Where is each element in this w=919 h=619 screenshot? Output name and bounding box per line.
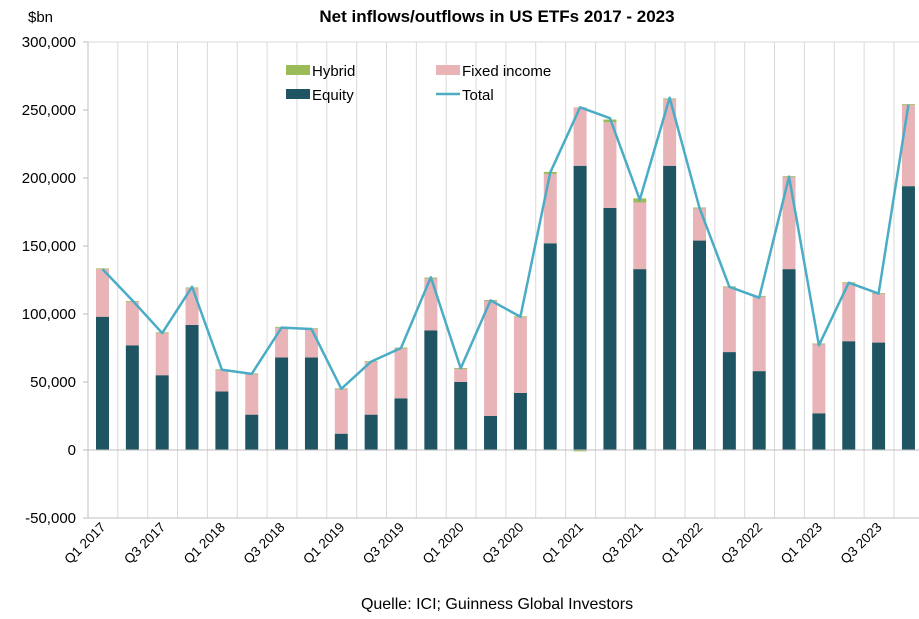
y-tick-label: 200,000 <box>22 170 76 187</box>
bar-equity-q2-2020 <box>484 416 498 450</box>
bar-equity-q2-2022 <box>722 352 736 450</box>
bar-fixed-income-q1-2017 <box>96 269 109 317</box>
legend-label: Equity <box>312 87 354 104</box>
legend-label: Fixed income <box>462 63 551 80</box>
bar-equity-q2-2019 <box>364 414 378 450</box>
bar-equity-q3-2022 <box>752 371 766 450</box>
bar-hybrid-q1-2021 <box>573 450 587 452</box>
y-tick-label: 50,000 <box>30 374 76 391</box>
bar-equity-q3-2023 <box>872 342 886 450</box>
bar-fixed-income-q2-2017 <box>125 301 139 346</box>
bar-equity-q2-2021 <box>603 207 617 450</box>
bar-fixed-income-q4-2019 <box>424 278 438 331</box>
bar-fixed-income-q1-2021 <box>573 107 587 166</box>
y-tick-label: 0 <box>68 442 76 459</box>
bar-equity-q4-2023 <box>901 186 915 450</box>
bar-equity-q4-2019 <box>424 330 438 450</box>
bar-equity-q2-2018 <box>245 414 259 450</box>
bar-hybrid-q4-2023 <box>901 104 915 105</box>
chart-title: Net inflows/outflows in US ETFs 2017 - 2… <box>319 7 674 26</box>
bar-equity-q1-2018 <box>215 391 229 450</box>
bar-fixed-income-q3-2019 <box>394 348 408 399</box>
bars <box>96 98 915 452</box>
y-tick-label: 300,000 <box>22 34 76 51</box>
bar-fixed-income-q1-2020 <box>454 368 468 382</box>
bar-equity-q4-2022 <box>782 269 796 450</box>
bar-fixed-income-q3-2023 <box>872 293 886 343</box>
bar-fixed-income-q1-2019 <box>334 388 348 434</box>
legend-swatch-fixed-income <box>436 65 460 75</box>
bar-fixed-income-q3-2021 <box>633 202 647 270</box>
bar-fixed-income-q1-2018 <box>215 369 229 392</box>
bar-fixed-income-q2-2022 <box>722 286 736 353</box>
bar-fixed-income-q3-2022 <box>752 296 766 372</box>
bar-fixed-income-q4-2021 <box>663 99 677 166</box>
bar-equity-q3-2020 <box>513 392 527 450</box>
bar-fixed-income-q4-2023 <box>901 104 915 187</box>
bar-fixed-income-q1-2023 <box>812 343 826 414</box>
bar-equity-q2-2023 <box>842 341 856 450</box>
bar-hybrid-q1-2017 <box>96 268 109 270</box>
legend-label: Hybrid <box>312 63 355 80</box>
bar-equity-q1-2023 <box>812 413 826 450</box>
bar-equity-q1-2022 <box>693 240 706 450</box>
bar-fixed-income-q3-2018 <box>275 327 289 358</box>
bar-equity-q3-2018 <box>275 357 289 450</box>
gridlines <box>87 41 919 519</box>
bar-fixed-income-q2-2021 <box>603 122 617 208</box>
total-line <box>101 96 910 391</box>
bar-equity-q3-2019 <box>394 398 408 450</box>
legend-swatch-hybrid <box>286 65 310 75</box>
bar-equity-q2-2017 <box>125 345 139 450</box>
legend: Hybrid Fixed income Equity Total <box>286 63 551 104</box>
total-series-line <box>101 96 910 391</box>
y-axis-ticks: -50,000 0 50,000 100,000 150,000 200,000 250,0… <box>22 34 88 527</box>
bar-equity-q3-2021 <box>633 269 647 450</box>
bar-equity-q1-2019 <box>334 433 348 450</box>
bar-equity-q4-2018 <box>304 357 318 450</box>
bar-fixed-income-q3-2017 <box>155 333 169 376</box>
bar-fixed-income-q2-2023 <box>842 282 856 342</box>
y-tick-label: -50,000 <box>25 510 76 527</box>
bar-equity-q1-2021 <box>573 165 587 450</box>
bar-fixed-income-q4-2018 <box>304 328 318 358</box>
y-tick-label: 100,000 <box>22 306 76 323</box>
bar-fixed-income-q2-2020 <box>484 300 498 416</box>
legend-swatch-equity <box>286 89 310 99</box>
bar-fixed-income-q2-2018 <box>245 373 259 415</box>
legend-label: Total <box>462 87 494 104</box>
bar-equity-q4-2021 <box>663 165 677 450</box>
bar-fixed-income-q4-2020 <box>543 173 557 244</box>
bar-fixed-income-q1-2022 <box>693 207 706 241</box>
source-note: Quelle: ICI; Guinness Global Investors <box>361 596 633 613</box>
y-tick-label: 250,000 <box>22 102 76 119</box>
bar-equity-q3-2017 <box>155 375 169 450</box>
bar-fixed-income-q2-2019 <box>364 361 378 415</box>
y-axis-unit-label: $bn <box>28 9 53 26</box>
y-tick-label: 150,000 <box>22 238 76 255</box>
bar-equity-q4-2017 <box>185 324 199 450</box>
bar-equity-q1-2020 <box>454 382 468 450</box>
bar-equity-q1-2017 <box>96 316 109 450</box>
bar-equity-q4-2020 <box>543 243 557 450</box>
bar-fixed-income-q3-2020 <box>513 316 527 393</box>
